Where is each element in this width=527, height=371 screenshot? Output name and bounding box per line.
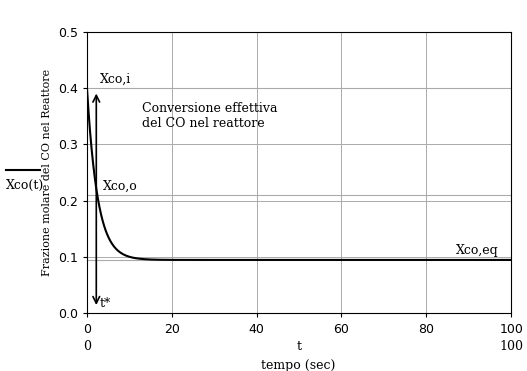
Y-axis label: Frazione molare del CO nel Reattore: Frazione molare del CO nel Reattore [42, 69, 52, 276]
Text: 100: 100 [499, 340, 523, 354]
Text: tempo (sec): tempo (sec) [260, 359, 335, 371]
Text: 0: 0 [83, 340, 91, 354]
Text: Xco,eq: Xco,eq [456, 243, 499, 256]
Text: t*: t* [100, 296, 111, 309]
Text: Xco,i: Xco,i [100, 73, 131, 86]
Text: Xco(t): Xco(t) [6, 179, 45, 192]
Text: Conversione effettiva
del CO nel reattore: Conversione effettiva del CO nel reattor… [142, 102, 278, 130]
Text: t: t [297, 340, 301, 354]
Text: Xco,o: Xco,o [103, 180, 138, 193]
